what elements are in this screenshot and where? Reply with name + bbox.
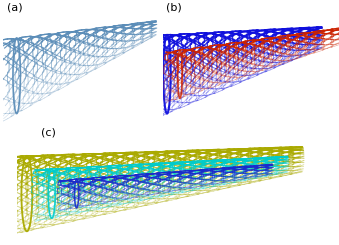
Text: (c): (c) <box>41 127 56 137</box>
Text: (a): (a) <box>6 3 22 12</box>
Text: (b): (b) <box>166 3 182 12</box>
